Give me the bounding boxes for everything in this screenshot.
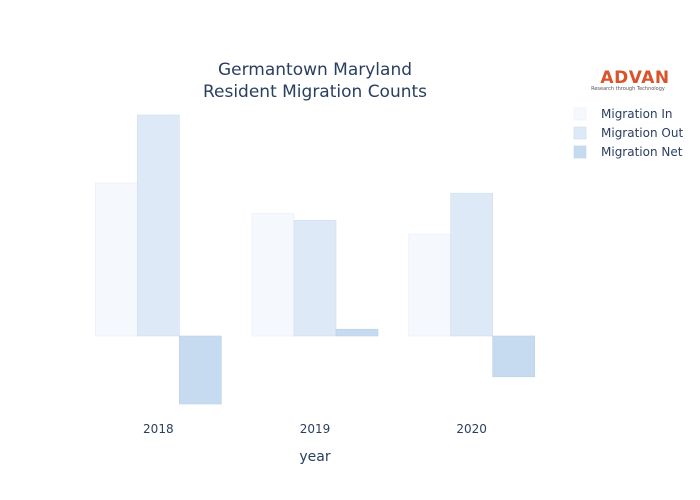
legend-label-migration-in[interactable]: Migration In	[601, 107, 673, 121]
x-tick-labels: 2018 2019 2020	[143, 422, 487, 436]
legend: Migration In Migration Out Migration Net	[573, 107, 683, 159]
bar-migration-net-2018	[179, 335, 222, 405]
bar-migration-net-2019	[335, 328, 379, 337]
x-tick-2018: 2018	[143, 422, 174, 436]
x-axis-title: year	[299, 449, 330, 465]
legend-swatch-migration-out[interactable]	[573, 126, 587, 140]
legend-swatch-migration-net[interactable]	[573, 145, 587, 159]
chart-title-line-2: Resident Migration Counts	[203, 82, 427, 102]
legend-label-migration-out[interactable]: Migration Out	[601, 126, 683, 140]
bar-migration-in-2018	[95, 182, 138, 337]
bar-migration-in-2020	[408, 233, 451, 337]
logo-tagline: Research through Technology	[591, 86, 665, 92]
legend-label-migration-net[interactable]: Migration Net	[601, 145, 683, 159]
logo-wordmark: ADVAN	[600, 68, 669, 88]
bar-migration-out-2019	[293, 220, 337, 337]
bars-group	[95, 114, 535, 405]
bar-migration-in-2019	[251, 213, 295, 337]
chart-title-line-1: Germantown Maryland	[218, 60, 412, 80]
x-tick-2019: 2019	[300, 422, 331, 436]
advan-logo: ADVAN Research through Technology	[591, 68, 669, 92]
bar-migration-out-2018	[137, 114, 180, 337]
bar-migration-out-2020	[450, 192, 493, 337]
bar-migration-net-2020	[492, 335, 535, 378]
legend-swatch-migration-in[interactable]	[573, 107, 587, 121]
x-tick-2020: 2020	[456, 422, 487, 436]
